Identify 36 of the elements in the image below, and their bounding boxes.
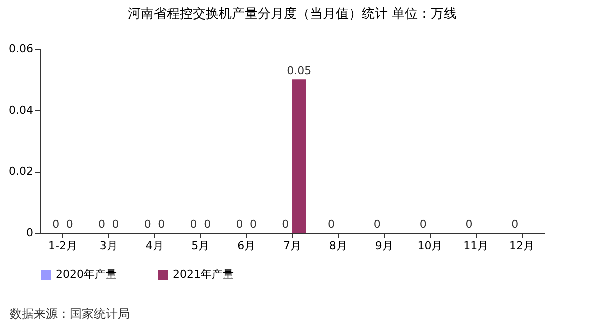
y-tick-label: 0.04 xyxy=(9,104,34,117)
data-label: 0 xyxy=(466,218,473,231)
data-label: 0 xyxy=(204,218,212,231)
data-label: 0 xyxy=(112,218,120,231)
data-label: 0 xyxy=(66,218,74,231)
data-label: 0 xyxy=(420,218,427,231)
x-tick-label: 9月 xyxy=(375,240,394,252)
y-tick-label: 0.02 xyxy=(9,165,34,178)
x-tick-label: 6月 xyxy=(238,240,256,252)
y-tick-label: 0 xyxy=(26,226,34,240)
y-tick-label: 0.06 xyxy=(9,42,34,56)
data-label: 0 xyxy=(98,218,106,231)
source-note: 数据来源：国家统计局 xyxy=(10,306,130,323)
data-label: 0 xyxy=(328,218,336,231)
x-tick-label: 10月 xyxy=(418,240,443,252)
data-label: 0 xyxy=(282,218,290,231)
data-label: 0 xyxy=(190,218,198,231)
data-label: 0.05 xyxy=(287,64,312,78)
data-label: 0 xyxy=(512,218,519,231)
data-label: 0 xyxy=(144,218,152,231)
x-tick-label: 3月 xyxy=(100,240,118,252)
data-label: 0 xyxy=(52,218,60,231)
x-tick-label: 11月 xyxy=(464,240,489,252)
data-label: 0 xyxy=(236,218,244,231)
x-tick-label: 7月 xyxy=(284,240,302,252)
data-label: 0 xyxy=(158,218,166,231)
x-tick-label: 5月 xyxy=(192,240,210,252)
chart-title: 河南省程控交换机产量分月度（当月值）统计 单位：万线 xyxy=(128,6,458,22)
x-tick-label: 4月 xyxy=(146,240,164,252)
x-tick-label: 8月 xyxy=(329,240,348,252)
legend-label: 2020年产量 xyxy=(56,268,117,281)
legend-label: 2021年产量 xyxy=(173,268,234,281)
data-label: 0 xyxy=(250,218,257,231)
data-label: 0 xyxy=(374,218,381,231)
x-tick-label: 1-2月 xyxy=(48,240,78,252)
x-tick-label: 12月 xyxy=(510,240,535,252)
